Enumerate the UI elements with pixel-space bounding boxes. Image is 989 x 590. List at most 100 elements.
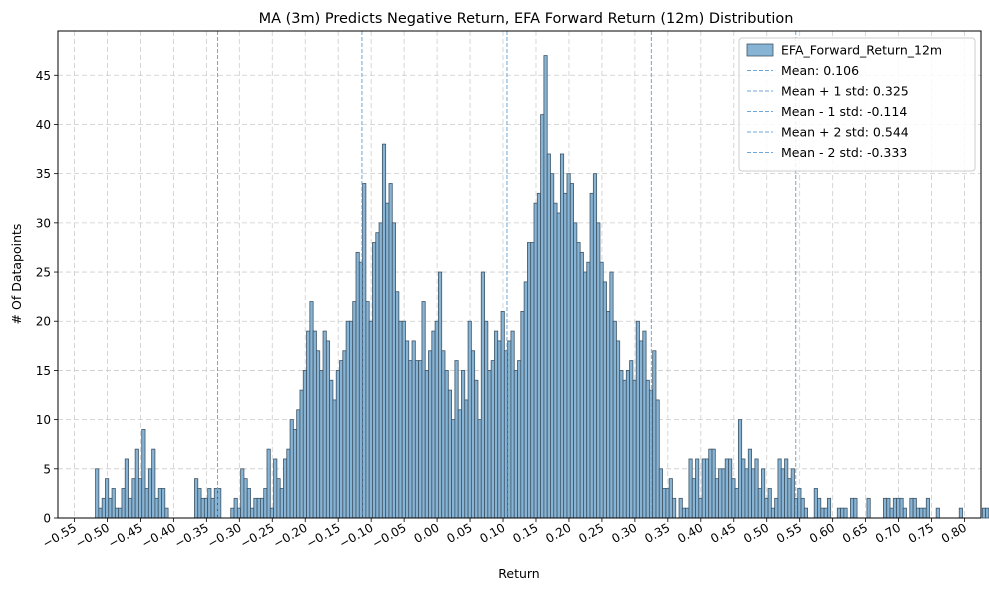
legend-label: Mean - 2 std: -0.333: [781, 145, 907, 160]
histogram-bar: [283, 458, 288, 519]
histogram-bar: [787, 478, 792, 519]
legend-label: EFA_Forward_Return_12m: [781, 43, 942, 58]
histogram-bar: [349, 320, 354, 519]
histogram-bar: [751, 468, 756, 519]
histogram-bar: [728, 458, 733, 519]
histogram-bar: [121, 488, 126, 519]
histogram-bar: [731, 478, 736, 519]
histogram-bar: [243, 478, 248, 519]
histogram-bar: [484, 320, 489, 519]
histogram-bar: [777, 458, 782, 519]
histogram-bar: [405, 340, 410, 519]
legend-label: Mean - 1 std: -0.114: [781, 104, 907, 119]
histogram-bar: [398, 320, 403, 519]
histogram-bar: [230, 507, 235, 519]
histogram-bar: [461, 370, 466, 519]
histogram-bar: [260, 497, 265, 519]
histogram-bar: [345, 320, 350, 519]
histogram-bar: [632, 379, 637, 519]
histogram-bar: [761, 468, 766, 519]
histogram-bar: [494, 330, 499, 519]
histogram-bar: [685, 507, 690, 519]
histogram-bar: [497, 340, 502, 519]
histogram-bar: [418, 360, 423, 519]
histogram-bar: [457, 409, 462, 519]
histogram-bar: [533, 202, 538, 519]
histogram-bar: [138, 478, 143, 519]
histogram-bar: [919, 507, 924, 519]
histogram-bar: [767, 488, 772, 519]
x-axis-label: Return: [498, 566, 539, 581]
histogram-bar: [780, 468, 785, 519]
legend: EFA_Forward_Return_12m Mean: 0.106 Mean + …: [738, 37, 976, 172]
histogram-bar: [279, 488, 284, 519]
histogram-bar: [843, 507, 848, 519]
histogram-bar: [622, 379, 627, 519]
histogram-bar: [342, 350, 347, 519]
histogram-bar: [540, 114, 545, 519]
histogram-bar: [319, 370, 324, 519]
histogram-bar: [332, 399, 337, 519]
histogram-bar: [157, 488, 162, 519]
histogram-bar: [329, 379, 334, 519]
histogram-bar: [527, 242, 532, 519]
histogram-bar: [711, 448, 716, 519]
histogram-bar: [200, 497, 205, 519]
histogram-bar: [892, 497, 898, 519]
histogram-bar: [922, 507, 927, 519]
histogram-bar: [101, 497, 106, 519]
histogram-bar: [451, 419, 456, 519]
histogram-bar: [375, 232, 380, 519]
histogram-bar: [118, 507, 123, 519]
histogram-bar: [886, 497, 891, 519]
histogram-bar: [925, 497, 930, 519]
histogram-bar: [164, 507, 169, 519]
histogram-bar: [665, 488, 670, 519]
histogram-bar: [520, 310, 525, 519]
histogram-bar: [98, 507, 103, 519]
histogram-bar: [981, 507, 987, 519]
legend-label: Mean: 0.106: [781, 63, 859, 78]
histogram-bar: [698, 497, 703, 519]
histogram-bar: [302, 370, 307, 519]
histogram-bar: [352, 301, 357, 519]
histogram-bar: [240, 468, 245, 519]
histogram-bar: [606, 310, 611, 519]
histogram-bar: [263, 488, 268, 519]
y-tick-label: 15: [36, 364, 51, 378]
y-tick-label: 10: [36, 413, 51, 427]
histogram-bar: [820, 507, 825, 519]
histogram-bar: [325, 340, 331, 519]
histogram-bar: [724, 458, 729, 519]
histogram-bar: [197, 488, 202, 519]
histogram-bar: [695, 458, 700, 519]
histogram-bar: [444, 370, 449, 519]
histogram-bar: [414, 360, 420, 519]
histogram-bar: [233, 497, 238, 519]
histogram-bar: [335, 370, 340, 519]
histogram-bar: [642, 330, 647, 519]
histogram-bar: [236, 507, 242, 519]
histogram-bar: [701, 458, 706, 519]
histogram-bar: [747, 448, 752, 519]
histogram-bar: [408, 360, 413, 519]
histogram-bar: [428, 350, 433, 519]
chart-title: MA (3m) Predicts Negative Return, EFA Fo…: [259, 11, 794, 27]
histogram-bar: [147, 468, 153, 519]
histogram-bar: [289, 419, 294, 519]
histogram-bar: [721, 468, 726, 519]
y-tick-label: 30: [36, 216, 51, 230]
histogram-bar: [866, 497, 871, 519]
histogram-bar: [276, 478, 281, 519]
histogram-bar: [474, 379, 479, 519]
histogram-bar: [464, 399, 469, 519]
histogram-bar: [114, 507, 120, 519]
histogram-bar: [250, 507, 255, 519]
histogram-bar: [434, 320, 439, 519]
histogram-bar: [141, 429, 146, 519]
y-tick-label: 5: [43, 462, 51, 476]
histogram-bar: [411, 340, 416, 519]
histogram-bar: [586, 261, 591, 519]
histogram-bar: [391, 222, 396, 519]
histogram-bar: [774, 497, 779, 519]
